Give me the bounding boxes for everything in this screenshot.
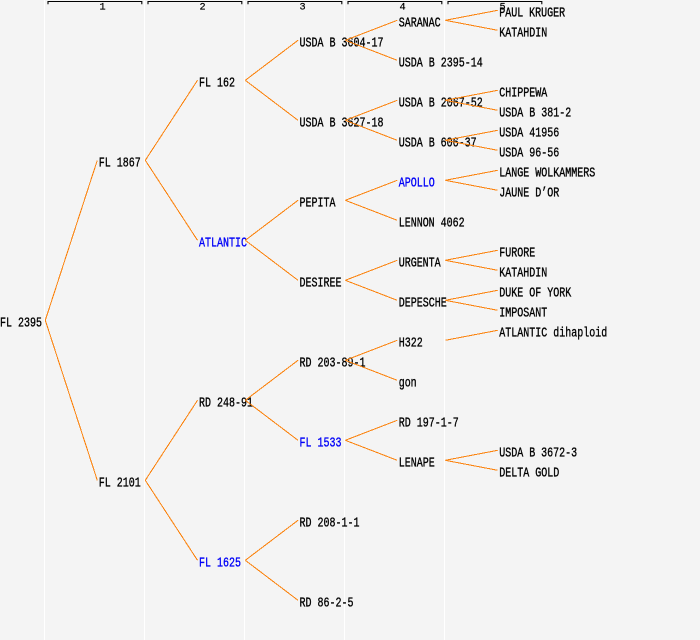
svg-text:RD 208-1-1: RD 208-1-1 [300, 517, 360, 532]
svg-text:LENAPE: LENAPE [399, 457, 435, 472]
svg-text:4: 4 [399, 2, 405, 13]
svg-text:RD 203-89-1: RD 203-89-1 [300, 357, 366, 372]
svg-text:USDA B 2067-52: USDA B 2067-52 [399, 97, 483, 112]
svg-text:FL 1533: FL 1533 [300, 437, 342, 452]
svg-text:DESIREE: DESIREE [300, 277, 342, 292]
svg-text:URGENTA: URGENTA [399, 257, 442, 272]
svg-text:IMPOSANT: IMPOSANT [499, 307, 547, 322]
svg-text:3: 3 [299, 2, 305, 13]
svg-text:5: 5 [499, 2, 505, 13]
svg-text:H322: H322 [399, 337, 423, 352]
svg-text:USDA B 2395-14: USDA B 2395-14 [399, 57, 483, 72]
svg-text:PAUL KRUGER: PAUL KRUGER [499, 7, 565, 22]
svg-text:1: 1 [99, 2, 105, 13]
svg-text:RD 86-2-5: RD 86-2-5 [300, 597, 354, 612]
svg-text:CHIPPEWA: CHIPPEWA [499, 87, 548, 102]
svg-text:USDA B 381-2: USDA B 381-2 [499, 107, 571, 122]
svg-text:USDA B 606-37: USDA B 606-37 [399, 137, 477, 152]
svg-text:ATLANTIC: ATLANTIC [199, 237, 247, 252]
svg-text:gon: gon [399, 377, 417, 392]
svg-text:USDA 96-56: USDA 96-56 [499, 147, 559, 162]
svg-text:USDA B 3672-3: USDA B 3672-3 [499, 447, 577, 462]
svg-text:SARANAC: SARANAC [399, 17, 441, 32]
svg-text:PEPITA: PEPITA [300, 197, 337, 212]
svg-text:APOLLO: APOLLO [399, 177, 435, 192]
svg-text:DUKE OF YORK: DUKE OF YORK [499, 287, 572, 302]
svg-text:KATAHDIN: KATAHDIN [499, 27, 547, 42]
svg-text:DELTA GOLD: DELTA GOLD [499, 467, 559, 482]
svg-text:RD 197-1-7: RD 197-1-7 [399, 417, 459, 432]
svg-text:USDA B 3604-17: USDA B 3604-17 [300, 37, 384, 52]
svg-text:KATAHDIN: KATAHDIN [499, 267, 547, 282]
svg-text:JAUNE D’OR: JAUNE D’OR [499, 187, 559, 202]
svg-text:LANGE WOLKAMMERS: LANGE WOLKAMMERS [499, 167, 595, 182]
svg-text:LENNON 4062: LENNON 4062 [399, 217, 465, 232]
svg-text:ATLANTIC dihaploid: ATLANTIC dihaploid [499, 327, 607, 342]
svg-text:USDA 41956: USDA 41956 [499, 127, 559, 142]
svg-text:2: 2 [199, 2, 205, 13]
svg-text:FL 1867: FL 1867 [99, 157, 141, 172]
svg-text:USDA B 3627-18: USDA B 3627-18 [300, 117, 384, 132]
svg-text:FURORE: FURORE [499, 247, 535, 262]
svg-text:FL 2395: FL 2395 [0, 317, 42, 332]
svg-text:DEPESCHE: DEPESCHE [399, 297, 447, 312]
svg-text:RD 248-91: RD 248-91 [199, 397, 253, 412]
svg-text:FL 1625: FL 1625 [199, 557, 241, 572]
svg-text:FL 2101: FL 2101 [99, 477, 141, 492]
svg-text:FL 162: FL 162 [199, 77, 235, 92]
